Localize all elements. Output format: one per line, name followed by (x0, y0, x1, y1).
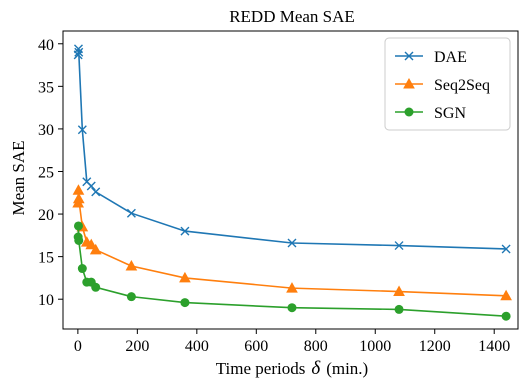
data-point-dae-1 (73, 44, 83, 54)
x-axis-label-symbol: δ (311, 358, 321, 379)
series-sgn (73, 221, 511, 321)
y-tick-label-1: 15 (38, 250, 54, 267)
data-point-dae-11-stroke-b (501, 244, 511, 254)
legend-entry-dae: DAE (395, 49, 467, 66)
legend-marker-seq2seq (403, 77, 415, 89)
data-point-seq2seq-7 (125, 259, 138, 271)
y-tick-label-0: 10 (38, 292, 54, 309)
data-point-dae-7-stroke-b (126, 208, 136, 218)
data-point-dae-10 (394, 241, 404, 251)
data-point-dae-3 (77, 125, 87, 135)
data-point-dae-8-stroke-b (180, 226, 190, 236)
x-tick-label-0: 0 (74, 338, 82, 355)
axes-frame (62, 30, 519, 330)
data-point-dae-2 (74, 47, 84, 57)
legend-entry-sgn: SGN (395, 105, 466, 122)
data-point-seq2seq-2 (72, 192, 85, 204)
y-tick-label-2: 20 (38, 207, 54, 224)
data-point-sgn-11 (501, 311, 511, 321)
x-axis-label-prefix: Time periods (216, 359, 306, 378)
y-tick-label-6: 40 (38, 37, 54, 54)
legend-label-seq2seq: Seq2Seq (434, 77, 490, 94)
legend-marker-sgn (404, 107, 414, 117)
legend-entry-seq2seq: Seq2Seq (395, 77, 490, 94)
data-point-sgn-7 (126, 292, 136, 302)
x-tick-label-4: 800 (304, 338, 328, 355)
chart-title: REDD Mean SAE (229, 7, 355, 26)
legend: DAE Seq2Seq SGN (384, 37, 511, 131)
data-point-sgn-2 (74, 235, 84, 245)
y-tick-label-4: 30 (38, 122, 54, 139)
y-axis-label: Mean SAE (9, 140, 28, 215)
data-point-dae-6 (91, 187, 101, 197)
legend-marker-dae-stroke-b (404, 51, 414, 61)
legend-label-dae: DAE (434, 49, 467, 66)
data-point-dae-11 (501, 244, 511, 254)
data-point-dae-8 (180, 226, 190, 236)
series-dae (73, 44, 511, 254)
series-seq2seq (72, 184, 512, 301)
data-point-dae-10-stroke-b (394, 241, 404, 251)
data-point-seq2seq-9 (286, 282, 298, 293)
data-point-dae-4-stroke-b (82, 177, 92, 187)
legend-box (384, 37, 511, 131)
data-point-seq2seq-1 (72, 184, 85, 195)
data-point-dae-7 (126, 208, 136, 218)
y-tick-label-3: 25 (38, 164, 54, 181)
series-line-sgn (77, 225, 507, 318)
x-tick-label-2: 400 (185, 338, 209, 355)
data-point-seq2seq-6 (89, 243, 102, 255)
plot-area: 0 200 400 600 800 1000 1200 1400 10 15 20 25 30 35 40 (38, 30, 519, 355)
data-point-sgn-6 (91, 282, 101, 292)
data-point-dae-6-stroke-b (91, 187, 101, 197)
data-point-dae-3-stroke-b (77, 125, 87, 135)
legend-label-sgn: SGN (434, 105, 466, 122)
y-tick-label-5: 35 (38, 79, 54, 96)
data-point-sgn-3 (77, 264, 87, 274)
data-point-seq2seq-11 (500, 289, 512, 301)
data-point-sgn-8 (180, 298, 190, 308)
x-tick-label-6: 1200 (419, 338, 451, 355)
data-point-seq2seq-10 (393, 285, 405, 297)
x-tick-label-3: 600 (244, 338, 268, 355)
data-point-dae-5 (86, 181, 96, 191)
x-axis-label-suffix: (min.) (326, 359, 368, 378)
x-tick-label-1: 200 (125, 338, 149, 355)
data-point-sgn-10 (394, 304, 404, 314)
legend-marker-dae (404, 51, 414, 61)
data-point-sgn-9 (287, 303, 297, 313)
data-point-sgn-1 (73, 221, 83, 231)
data-point-seq2seq-8 (179, 271, 191, 283)
x-axis-label: Time periods δ (min.) (216, 358, 368, 379)
x-tick-label-7: 1400 (478, 338, 510, 355)
data-point-seq2seq-5 (85, 238, 98, 250)
data-point-dae-9 (287, 238, 297, 248)
data-point-dae-5-stroke-b (86, 181, 96, 191)
data-point-dae-9-stroke-b (287, 238, 297, 248)
data-point-dae-1-stroke-b (73, 44, 83, 54)
data-point-dae-2-stroke-b (74, 47, 84, 57)
x-tick-label-5: 1000 (359, 338, 391, 355)
